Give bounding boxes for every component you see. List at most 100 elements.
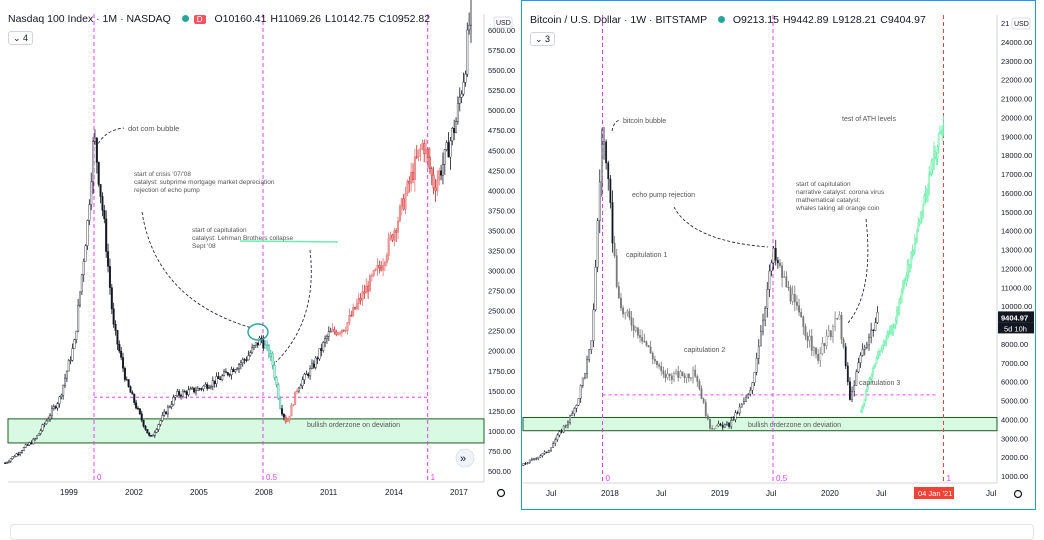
projection-body	[902, 286, 903, 292]
candle-body	[737, 413, 738, 414]
candle-body	[665, 374, 666, 378]
projection-body	[909, 265, 910, 272]
candle-body	[130, 387, 132, 393]
projection-body	[922, 205, 923, 214]
candle-body	[437, 180, 439, 191]
projection-body	[871, 374, 872, 379]
candle-body	[845, 347, 846, 366]
candle-body	[580, 385, 581, 398]
candle-body	[629, 311, 630, 317]
candle-body	[132, 392, 134, 394]
candle-body	[832, 327, 833, 337]
candle-body	[229, 375, 231, 376]
candle-body	[671, 376, 672, 380]
collapse-indicators-button[interactable]: ⌄ 3	[530, 32, 555, 46]
candle-body	[87, 220, 89, 245]
projection-body	[866, 389, 867, 391]
annotation-capitulation-3: capitulation 3	[859, 380, 900, 387]
candle-body	[81, 275, 83, 292]
candle-body	[701, 389, 702, 399]
candle-body	[334, 330, 336, 333]
candle-body	[523, 463, 524, 465]
candle-body	[656, 361, 657, 365]
candle-body	[328, 332, 330, 337]
symbol-title[interactable]: Bitcoin / U.S. Dollar · 1W · BITSTAMP	[530, 14, 707, 26]
candle-body	[618, 287, 619, 298]
candle-body	[373, 271, 375, 276]
candle-body	[14, 456, 16, 457]
projection-body	[913, 251, 914, 253]
y-tick-label: 8000.00	[1001, 340, 1028, 349]
candle-body	[637, 328, 638, 336]
y-tick-label: 4000.00	[488, 186, 515, 195]
candle-body	[274, 365, 276, 377]
candle-body	[186, 392, 188, 395]
candle-body	[98, 162, 100, 184]
x-tick-label: Jul	[656, 489, 666, 498]
candle-body	[422, 143, 424, 148]
data-badge: D	[194, 15, 206, 24]
candle-body	[425, 149, 427, 154]
candle-body	[453, 128, 455, 132]
candle-body	[197, 388, 199, 390]
annotation-line: whales taking all orange coin	[795, 205, 880, 212]
candle-body	[868, 337, 869, 345]
candle-body	[36, 436, 38, 439]
candle-body	[152, 435, 154, 436]
annotation-line: start of crisis '07/'08	[134, 171, 191, 178]
candle-body	[276, 378, 278, 385]
projection-body	[927, 192, 928, 196]
candle-body	[135, 403, 137, 409]
candle-body	[160, 421, 162, 425]
candle-body	[253, 346, 255, 348]
candle-body	[569, 416, 570, 423]
projection-body	[938, 134, 939, 147]
candle-body	[118, 344, 120, 351]
candle-body	[803, 317, 804, 327]
candle-body	[29, 443, 31, 445]
y-tick-label: 5000.00	[488, 106, 515, 115]
candle-body	[813, 348, 814, 351]
candle-body	[165, 412, 167, 414]
candle-body	[190, 389, 192, 390]
y-tick-label: 17000.00	[1001, 170, 1032, 179]
candle-body	[358, 298, 360, 303]
annotation-line: start of capitulation	[796, 181, 851, 188]
candle-body	[184, 391, 186, 392]
candle-body	[246, 360, 248, 361]
candle-body	[379, 265, 381, 267]
candle-body	[42, 425, 44, 431]
symbol-title[interactable]: Nasdaq 100 Index · 1M · NASDAQ	[8, 13, 171, 25]
gear-icon	[1015, 491, 1022, 498]
x-tick-label: 2017	[450, 488, 468, 497]
candle-body	[55, 407, 57, 408]
candle-body	[236, 369, 238, 370]
candle-body	[429, 157, 431, 169]
candle-body	[412, 172, 414, 180]
candle-body	[178, 391, 180, 395]
ohlc-high: H11069.26	[270, 13, 321, 25]
candle-body	[210, 386, 212, 388]
collapse-indicators-button[interactable]: ⌄ 4	[8, 31, 33, 45]
annotation-line: mathematical catalyst:	[796, 197, 860, 204]
x-tick-label: Jul	[876, 489, 886, 498]
candle-body	[697, 376, 698, 381]
candle-body	[599, 182, 600, 221]
projection-body	[928, 174, 929, 192]
projection-body	[873, 366, 874, 369]
candle-body	[758, 346, 759, 358]
candle-body	[405, 194, 407, 209]
x-tick-label: Jul	[766, 489, 776, 498]
ohlc-low: L10142.75	[325, 13, 375, 25]
candle-body	[790, 288, 791, 302]
candle-body	[552, 444, 553, 448]
scroll-right-icon: »	[460, 453, 466, 465]
candle-body	[89, 205, 91, 221]
candle-body	[60, 395, 62, 397]
candle-body	[199, 388, 201, 389]
x-tick-label: 2011	[320, 488, 338, 497]
